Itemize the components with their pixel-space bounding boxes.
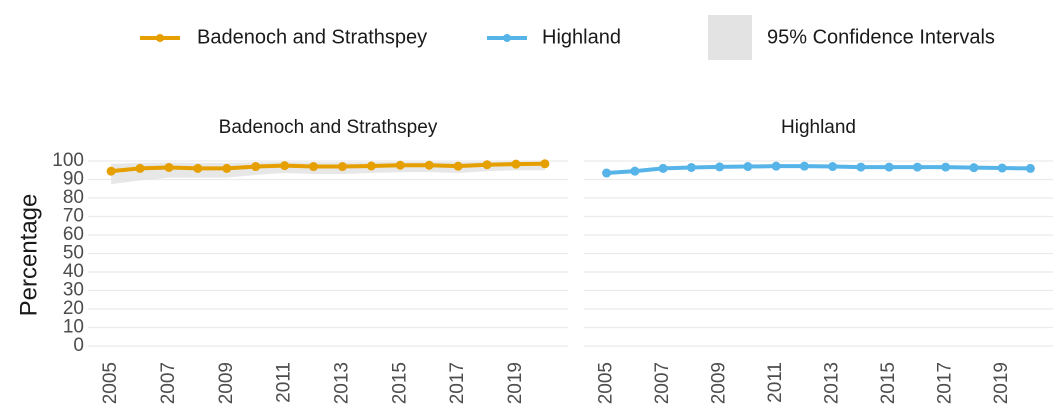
y-tick-label: 20: [63, 298, 84, 319]
data-point: [337, 162, 347, 172]
data-point: [1025, 163, 1035, 173]
data-point: [309, 162, 319, 172]
data-point: [771, 161, 781, 171]
x-tick-label: 2011: [274, 362, 295, 403]
data-point: [453, 161, 463, 171]
x-tick-label: 2013: [822, 362, 843, 404]
x-tick-label: 2019: [991, 362, 1012, 404]
legend-label: 95% Confidence Intervals: [767, 26, 995, 48]
data-point: [395, 160, 405, 170]
y-tick-label: 0: [73, 335, 84, 356]
data-point: [251, 162, 261, 172]
data-point: [828, 162, 838, 172]
legend-dot: [503, 34, 511, 42]
y-tick-label: 90: [63, 169, 84, 190]
data-point: [482, 160, 492, 170]
data-point: [658, 163, 668, 173]
x-tick-label: 2005: [100, 362, 121, 404]
data-point: [941, 162, 951, 172]
data-point: [912, 162, 922, 172]
legend-dot: [156, 34, 164, 42]
y-tick-label: 10: [63, 317, 84, 338]
x-tick-label: 2015: [389, 362, 410, 404]
data-point: [106, 166, 116, 176]
data-point: [799, 161, 809, 171]
series-line: [606, 164, 1031, 176]
data-point: [715, 162, 725, 172]
data-point: [366, 161, 376, 171]
x-tick-label: 2017: [447, 362, 468, 404]
x-tick-label: 2009: [216, 362, 237, 404]
data-point: [424, 160, 434, 170]
x-tick-label: 2007: [158, 362, 179, 404]
data-point: [135, 163, 145, 173]
data-point: [164, 162, 174, 172]
y-tick-label: 100: [52, 150, 84, 171]
series-line: [110, 161, 545, 174]
x-tick-label: 2005: [596, 362, 617, 404]
legend-label: Badenoch and Strathspey: [197, 26, 427, 48]
panel-title: Highland: [781, 117, 856, 138]
x-tick-label: 2019: [505, 362, 526, 404]
x-tick-label: 2011: [765, 362, 786, 403]
y-tick-label: 30: [63, 280, 84, 301]
x-tick-label: 2013: [331, 362, 352, 404]
data-point: [969, 163, 979, 173]
data-point: [997, 163, 1007, 173]
legend-label: Highland: [542, 26, 621, 48]
y-tick-label: 60: [63, 224, 84, 245]
data-point: [856, 162, 866, 172]
data-point: [540, 159, 550, 169]
x-tick-label: 2015: [878, 362, 899, 404]
data-point: [686, 162, 696, 172]
data-point: [280, 161, 290, 171]
data-point: [193, 163, 203, 173]
data-point: [602, 168, 612, 178]
y-tick-label: 50: [63, 243, 84, 264]
legend-ci-box: [708, 15, 752, 60]
y-tick-label: 40: [63, 261, 84, 282]
x-tick-label: 2009: [709, 362, 730, 404]
data-point: [630, 166, 640, 176]
panel-title: Badenoch and Strathspey: [219, 117, 438, 138]
y-tick-label: 80: [63, 187, 84, 208]
data-point: [743, 162, 753, 172]
data-point: [511, 159, 521, 169]
y-axis-label: Percentage: [15, 194, 42, 317]
data-point: [884, 162, 894, 172]
data-point: [222, 163, 232, 173]
y-tick-label: 70: [63, 206, 84, 227]
x-tick-label: 2017: [935, 362, 956, 404]
x-tick-label: 2007: [652, 362, 673, 404]
